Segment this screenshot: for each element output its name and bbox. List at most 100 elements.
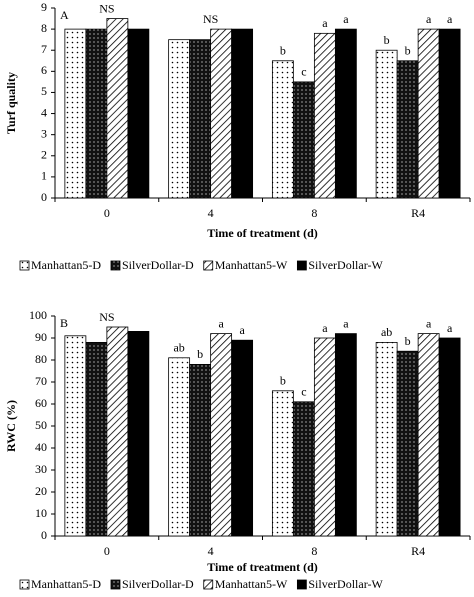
- x-tick-label: 4: [208, 544, 214, 558]
- y-tick-label: 40: [35, 440, 47, 454]
- x-tick-label: 4: [208, 206, 214, 220]
- significance-letter: a: [426, 12, 432, 26]
- group-label: NS: [99, 1, 114, 15]
- y-tick-label: 10: [35, 506, 47, 520]
- significance-letter: a: [447, 12, 453, 26]
- y-tick-label: 50: [35, 418, 47, 432]
- bar: [438, 337, 461, 537]
- bar: [271, 390, 294, 537]
- bar: [85, 341, 108, 537]
- significance-letter: a: [343, 316, 349, 330]
- bar: [334, 28, 357, 199]
- y-tick-label: 100: [29, 308, 47, 322]
- significance-letter: a: [426, 316, 432, 330]
- legend-swatch: [203, 579, 214, 590]
- bar: [85, 28, 108, 199]
- bar: [210, 333, 233, 537]
- y-tick-label: 7: [41, 42, 47, 56]
- significance-letter: ab: [173, 341, 184, 355]
- legend-label: SilverDollar-W: [308, 258, 383, 272]
- legend-swatch: [110, 260, 121, 271]
- significance-letter: a: [322, 321, 328, 335]
- y-tick-label: 4: [41, 105, 47, 119]
- significance-letter: a: [447, 321, 453, 335]
- legend-label: SilverDollar-W: [308, 577, 383, 591]
- bar: [127, 330, 150, 537]
- bar: [64, 28, 87, 199]
- y-tick-label: 0: [41, 190, 47, 204]
- bar: [231, 28, 254, 199]
- bar: [64, 335, 87, 537]
- legend-label: Manhattan5-W: [215, 258, 288, 272]
- significance-letter: b: [405, 334, 411, 348]
- y-tick-label: 80: [35, 352, 47, 366]
- bar: [271, 60, 294, 199]
- bar: [417, 28, 440, 199]
- legend-swatch: [110, 579, 121, 590]
- bar: [375, 341, 398, 537]
- bar: [231, 339, 254, 537]
- y-tick-label: 9: [41, 0, 47, 14]
- panel-label: B: [60, 316, 68, 330]
- panel-label: A: [60, 8, 69, 22]
- group-label: NS: [203, 12, 218, 26]
- significance-letter: c: [301, 65, 306, 79]
- group-label: NS: [99, 310, 114, 324]
- significance-letter: a: [343, 12, 349, 26]
- y-tick-label: 6: [41, 63, 47, 77]
- x-tick-label: R4: [411, 544, 425, 558]
- bar: [168, 39, 191, 199]
- significance-letter: c: [301, 385, 306, 399]
- y-tick-label: 2: [41, 148, 47, 162]
- y-tick-label: 8: [41, 21, 47, 35]
- bar: [189, 39, 212, 199]
- significance-letter: b: [384, 33, 390, 47]
- x-tick-label: 8: [311, 544, 317, 558]
- y-axis-title: RWC (%): [4, 400, 18, 452]
- y-tick-label: 5: [41, 84, 47, 98]
- x-tick-label: 0: [104, 544, 110, 558]
- y-tick-label: 0: [41, 528, 47, 542]
- x-tick-label: 8: [311, 206, 317, 220]
- bar: [396, 60, 419, 199]
- legend-label: SilverDollar-D: [122, 258, 194, 272]
- legend-swatch: [296, 579, 307, 590]
- bar: [417, 333, 440, 537]
- y-tick-label: 60: [35, 396, 47, 410]
- legend-label: Manhattan5-W: [215, 577, 288, 591]
- legend-swatch: [203, 260, 214, 271]
- x-axis-title: Time of treatment (d): [207, 560, 318, 574]
- bar: [106, 326, 129, 537]
- y-tick-label: 3: [41, 126, 47, 140]
- legend-label: Manhattan5-D: [31, 577, 101, 591]
- y-tick-label: 1: [41, 169, 47, 183]
- bar: [168, 357, 191, 537]
- significance-letter: b: [280, 374, 286, 388]
- bar: [375, 49, 398, 199]
- y-tick-label: 20: [35, 484, 47, 498]
- significance-letter: a: [218, 316, 224, 330]
- bar: [127, 28, 150, 199]
- bar: [292, 401, 315, 537]
- significance-letter: ab: [381, 325, 392, 339]
- significance-letter: a: [239, 323, 245, 337]
- bar: [438, 28, 461, 199]
- legend-label: SilverDollar-D: [122, 577, 194, 591]
- bar: [292, 81, 315, 199]
- legend-swatch: [296, 260, 307, 271]
- y-tick-label: 90: [35, 330, 47, 344]
- significance-letter: b: [197, 347, 203, 361]
- bar: [313, 32, 336, 199]
- x-axis-title: Time of treatment (d): [207, 226, 318, 240]
- bar: [210, 28, 233, 199]
- y-axis-title: Turf quality: [4, 72, 18, 134]
- legend-swatch: [19, 260, 30, 271]
- significance-letter: b: [405, 44, 411, 58]
- legend-swatch: [19, 579, 30, 590]
- bar: [396, 350, 419, 537]
- bar: [106, 18, 129, 199]
- legend-label: Manhattan5-D: [31, 258, 101, 272]
- bar: [334, 333, 357, 537]
